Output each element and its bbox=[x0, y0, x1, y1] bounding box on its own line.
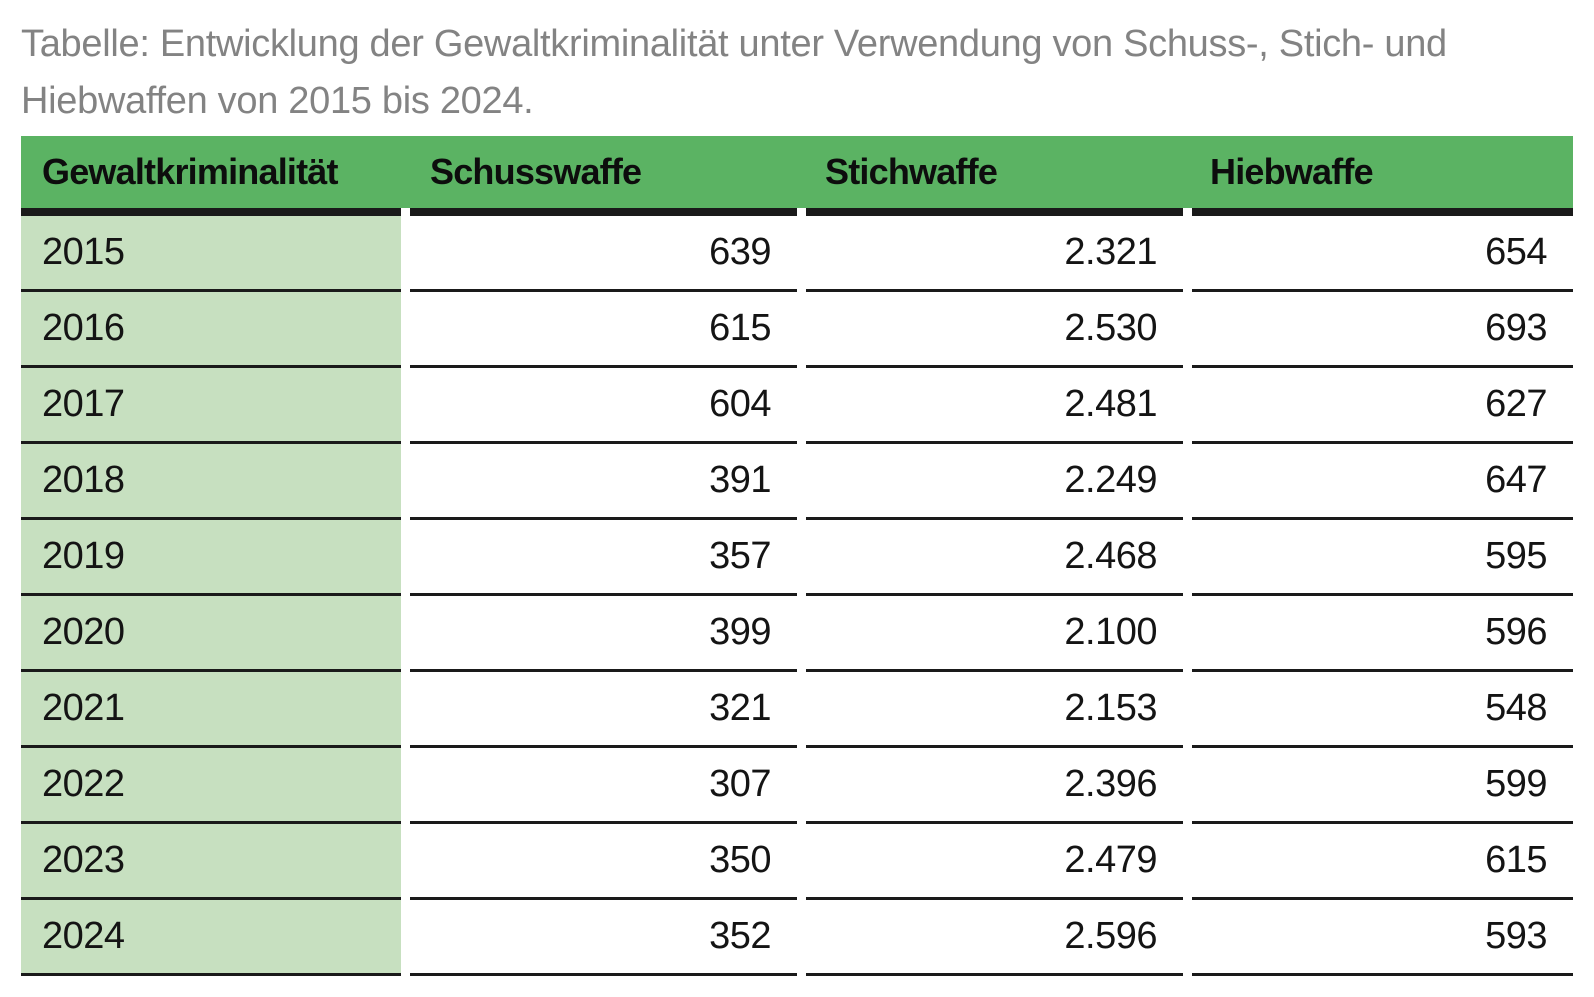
stichwaffe-value: 2.396 bbox=[806, 748, 1183, 824]
column-header-hiebwaffe: Hiebwaffe bbox=[1210, 151, 1374, 192]
hiebwaffe-value: 615 bbox=[1192, 824, 1573, 900]
table-row-2022: 2022 307 2.396 599 bbox=[21, 748, 1573, 824]
schusswaffe-value: 352 bbox=[410, 900, 797, 976]
stichwaffe-value: 2.153 bbox=[806, 672, 1183, 748]
table-header-row: Gewaltkriminalität Schusswaffe Stichwaff… bbox=[21, 136, 1573, 208]
year-cell: 2024 bbox=[21, 900, 401, 976]
table-row-2016: 2016 615 2.530 693 bbox=[21, 292, 1573, 368]
schusswaffe-value: 399 bbox=[410, 596, 797, 672]
year-cell: 2016 bbox=[21, 292, 401, 368]
schusswaffe-value: 357 bbox=[410, 520, 797, 596]
stichwaffe-value: 2.530 bbox=[806, 292, 1183, 368]
year-cell: 2023 bbox=[21, 824, 401, 900]
table-row-2021: 2021 321 2.153 548 bbox=[21, 672, 1573, 748]
hiebwaffe-value: 593 bbox=[1192, 900, 1573, 976]
table-row-2020: 2020 399 2.100 596 bbox=[21, 596, 1573, 672]
year-cell: 2019 bbox=[21, 520, 401, 596]
stichwaffe-value: 2.596 bbox=[806, 900, 1183, 976]
stichwaffe-value: 2.321 bbox=[806, 216, 1183, 292]
schusswaffe-value: 615 bbox=[410, 292, 797, 368]
hiebwaffe-value: 548 bbox=[1192, 672, 1573, 748]
table-caption-line-2: Hiebwaffen von 2015 bis 2024. bbox=[21, 80, 534, 122]
data-table: Gewaltkriminalität Schusswaffe Stichwaff… bbox=[21, 136, 1573, 976]
hiebwaffe-value: 627 bbox=[1192, 368, 1573, 444]
stichwaffe-value: 2.481 bbox=[806, 368, 1183, 444]
year-cell: 2022 bbox=[21, 748, 401, 824]
hiebwaffe-value: 595 bbox=[1192, 520, 1573, 596]
schusswaffe-value: 350 bbox=[410, 824, 797, 900]
header-divider bbox=[21, 208, 1573, 216]
stichwaffe-value: 2.468 bbox=[806, 520, 1183, 596]
year-cell: 2020 bbox=[21, 596, 401, 672]
hiebwaffe-value: 599 bbox=[1192, 748, 1573, 824]
year-cell: 2015 bbox=[21, 216, 401, 292]
column-header-stichwaffe: Stichwaffe bbox=[825, 151, 998, 192]
header-divider-segment bbox=[1192, 208, 1573, 216]
hiebwaffe-value: 693 bbox=[1192, 292, 1573, 368]
table-row-2017: 2017 604 2.481 627 bbox=[21, 368, 1573, 444]
table-row-2015: 2015 639 2.321 654 bbox=[21, 216, 1573, 292]
schusswaffe-value: 321 bbox=[410, 672, 797, 748]
header-divider-segment bbox=[410, 208, 797, 216]
stichwaffe-value: 2.479 bbox=[806, 824, 1183, 900]
header-divider-segment bbox=[806, 208, 1183, 216]
year-cell: 2018 bbox=[21, 444, 401, 520]
table-row-2019: 2019 357 2.468 595 bbox=[21, 520, 1573, 596]
schusswaffe-value: 307 bbox=[410, 748, 797, 824]
table-row-2023: 2023 350 2.479 615 bbox=[21, 824, 1573, 900]
hiebwaffe-value: 647 bbox=[1192, 444, 1573, 520]
stichwaffe-value: 2.100 bbox=[806, 596, 1183, 672]
table-row-2024: 2024 352 2.596 593 bbox=[21, 900, 1573, 976]
year-cell: 2017 bbox=[21, 368, 401, 444]
header-divider-segment bbox=[21, 208, 401, 216]
stichwaffe-value: 2.249 bbox=[806, 444, 1183, 520]
year-cell: 2021 bbox=[21, 672, 401, 748]
column-header-schusswaffe: Schusswaffe bbox=[430, 151, 642, 192]
schusswaffe-value: 391 bbox=[410, 444, 797, 520]
table-caption: Tabelle: Entwicklung der Gewaltkriminali… bbox=[21, 16, 1581, 130]
schusswaffe-value: 604 bbox=[410, 368, 797, 444]
column-header-gewaltkriminalitaet: Gewaltkriminalität bbox=[42, 151, 339, 192]
table-caption-line-1: Tabelle: Entwicklung der Gewaltkriminali… bbox=[21, 23, 1447, 65]
hiebwaffe-value: 596 bbox=[1192, 596, 1573, 672]
schusswaffe-value: 639 bbox=[410, 216, 797, 292]
hiebwaffe-value: 654 bbox=[1192, 216, 1573, 292]
table-row-2018: 2018 391 2.249 647 bbox=[21, 444, 1573, 520]
